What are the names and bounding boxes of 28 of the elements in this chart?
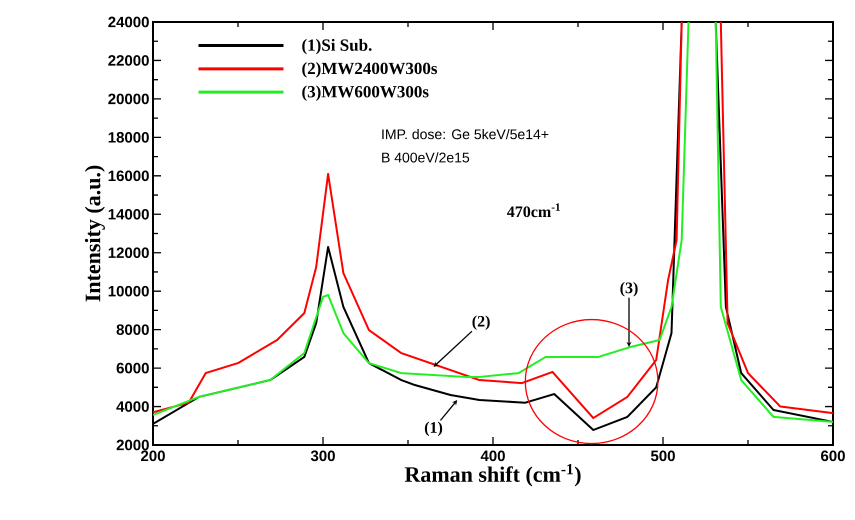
x-axis-title: Raman shift (cm$^{-1}$) — [404, 464, 581, 486]
legend-label: (3)MW600W300s — [302, 85, 429, 101]
x-tick-label: 200 — [141, 450, 165, 462]
y-tick-label: 24000 — [108, 16, 149, 28]
legend-label: (1)Si Sub. — [302, 38, 372, 54]
x-tick-label: 400 — [480, 450, 505, 462]
x-tick-label: 300 — [310, 450, 335, 462]
annotation: IMP. dose: Ge 5keV/5e14+ — [382, 128, 548, 140]
annotation: (1) — [424, 422, 442, 436]
annotation: (3) — [620, 282, 638, 297]
y-tick-label: 10000 — [108, 286, 149, 296]
y-tick-label: 20000 — [108, 94, 149, 104]
y-tick-label: 12000 — [108, 247, 149, 258]
annotation: B 400eV/2e15 — [382, 152, 470, 163]
y-tick-label: 16000 — [108, 170, 149, 182]
y-tick-label: 6000 — [116, 362, 149, 374]
annotation: (2) — [472, 315, 490, 330]
y-tick-label: 18000 — [108, 132, 149, 143]
legend-label: (2)MW2400W300s — [302, 62, 438, 78]
y-tick-label: 2000 — [116, 440, 149, 450]
y-tick-label: 8000 — [116, 324, 149, 335]
x-tick-label: 500 — [650, 450, 675, 462]
y-tick-label: 14000 — [108, 208, 149, 220]
x-tick-label: 600 — [821, 450, 845, 462]
y-axis-title: Intensity (a.u.) — [84, 166, 105, 302]
annotation: 470cm$^{-1}$ — [507, 203, 560, 218]
y-tick-label: 22000 — [108, 55, 149, 66]
y-tick-label: 4000 — [116, 401, 149, 412]
